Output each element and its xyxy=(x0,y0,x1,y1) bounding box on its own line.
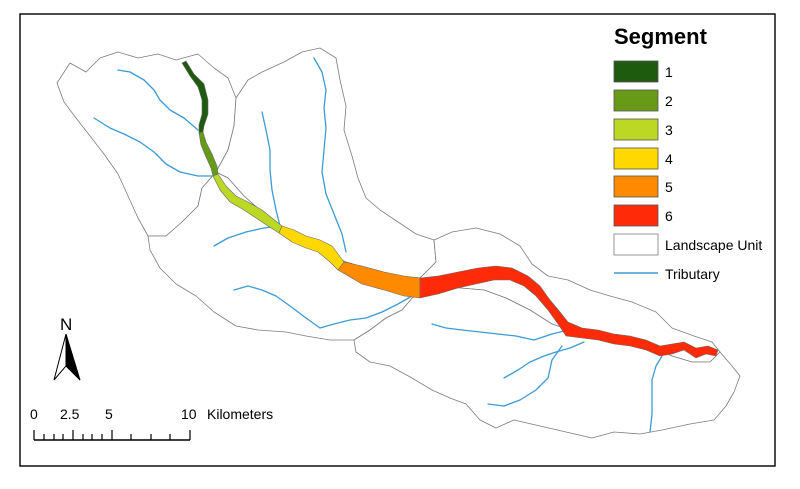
legend-swatch-4 xyxy=(613,147,659,170)
tributary xyxy=(117,69,199,131)
river-segment-6 xyxy=(419,265,719,359)
legend-label-6: 6 xyxy=(665,208,673,224)
legend-swatch-3 xyxy=(613,118,659,141)
landscape-unit-south xyxy=(353,277,741,439)
tributary xyxy=(649,355,663,433)
legend-swatch-6 xyxy=(613,204,659,227)
river-segment-4 xyxy=(278,225,345,271)
legend-swatch-5 xyxy=(613,175,659,198)
legend-swatch-landscape-unit xyxy=(613,233,659,256)
tributary xyxy=(487,345,563,407)
scale-tick-label-5: 5 xyxy=(105,406,113,422)
legend-label-5: 5 xyxy=(665,179,673,195)
tributary xyxy=(233,285,413,329)
tributary xyxy=(313,57,347,253)
legend-swatch-2 xyxy=(613,89,659,112)
legend-label-1: 1 xyxy=(665,64,673,80)
tributary xyxy=(213,225,281,247)
tributary xyxy=(261,111,281,227)
legend-label-4: 4 xyxy=(665,151,673,167)
legend: Segment 1 2 3 4 5 6 Landscape Unit Tribu… xyxy=(613,24,762,282)
landscape-units xyxy=(56,47,741,439)
scale-tick-label-10: 10 xyxy=(181,406,197,422)
legend-label-landscape-unit: Landscape Unit xyxy=(665,237,762,253)
scale-bar-ticks xyxy=(33,430,191,440)
north-arrow: N xyxy=(53,315,81,381)
legend-title: Segment xyxy=(614,24,708,49)
legend-swatch-1 xyxy=(613,60,659,83)
tributary xyxy=(431,323,569,341)
tributary xyxy=(503,341,585,379)
north-arrow-right-half-icon xyxy=(65,333,81,381)
scale-tick-label-0: 0 xyxy=(30,406,38,422)
scale-tick-label-2-5: 2.5 xyxy=(60,406,80,422)
tributaries xyxy=(93,57,663,433)
scale-bar: 0 2.5 5 10 Kilometers xyxy=(30,406,273,441)
north-label: N xyxy=(60,315,72,334)
legend-label-3: 3 xyxy=(665,122,673,138)
tributary xyxy=(93,117,213,177)
river-segments xyxy=(181,60,719,359)
scale-unit-label: Kilometers xyxy=(207,406,273,422)
legend-label-tributary: Tributary xyxy=(665,266,720,282)
legend-label-2: 2 xyxy=(665,93,673,109)
